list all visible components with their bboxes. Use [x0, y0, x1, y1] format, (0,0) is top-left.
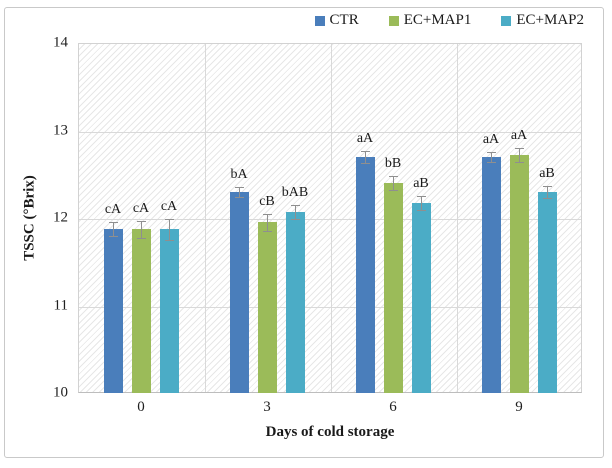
- error-bar-EC+MAP1-day0: [141, 220, 142, 239]
- gridline-x-3: [457, 44, 458, 392]
- bar-CTR-day3: [230, 191, 249, 393]
- xtick-3: 3: [263, 399, 271, 415]
- error-cap-top: [389, 176, 398, 177]
- error-cap-top: [165, 218, 174, 220]
- sig-label-CTR-day3: bA: [230, 166, 248, 182]
- sig-label-CTR-day0: cA: [104, 202, 122, 218]
- error-bar-EC+MAP2-day0: [169, 218, 170, 240]
- legend-label: EC+MAP1: [403, 12, 472, 28]
- legend-swatch-icon: [314, 15, 325, 26]
- sig-label-EC+MAP2-day6: aB: [413, 176, 429, 192]
- error-bar-EC+MAP2-day9: [547, 185, 548, 198]
- error-bar-EC+MAP1-day6: [393, 176, 394, 190]
- ytick-10: 10: [53, 384, 68, 401]
- legend-label: CTR: [329, 12, 359, 28]
- ytick-14: 14: [53, 34, 68, 51]
- bar-CTR-day0: [104, 229, 123, 393]
- error-cap-top: [235, 186, 244, 188]
- legend-item-EC+MAP1: EC+MAP1: [388, 12, 472, 29]
- sig-label-CTR-day9: aA: [482, 131, 500, 147]
- error-bar-EC+MAP2-day3: [295, 204, 296, 219]
- error-cap-bottom: [361, 162, 370, 164]
- error-cap-bottom: [165, 239, 174, 241]
- error-cap-bottom: [291, 218, 300, 220]
- sig-label-EC+MAP2-day0: cA: [160, 198, 178, 214]
- error-bar-CTR-day6: [365, 150, 366, 163]
- bar-EC+MAP1-day0: [132, 229, 151, 393]
- error-cap-top: [109, 222, 118, 224]
- bar-EC+MAP1-day9: [510, 155, 529, 393]
- bar-EC+MAP1-day6: [384, 183, 403, 393]
- error-cap-top: [417, 196, 426, 198]
- bar-CTR-day6: [356, 156, 375, 393]
- error-bar-EC+MAP2-day6: [421, 196, 422, 211]
- sig-label-EC+MAP1-day9: aA: [510, 128, 528, 143]
- bar-EC+MAP2-day6: [412, 203, 431, 393]
- bar-EC+MAP2-day3: [286, 211, 305, 393]
- error-cap-top: [137, 220, 146, 222]
- error-cap-bottom: [109, 236, 118, 238]
- sig-label-EC+MAP1-day6: bB: [384, 156, 402, 171]
- legend-swatch-icon: [388, 15, 399, 26]
- error-cap-top: [361, 150, 370, 152]
- plot-area: [78, 43, 582, 393]
- xtick-9: 9: [515, 399, 523, 415]
- bar-EC+MAP1-day3: [258, 222, 277, 393]
- error-cap-bottom: [487, 162, 496, 163]
- x-axis-title: Days of cold storage: [265, 424, 395, 440]
- error-cap-bottom: [389, 190, 398, 191]
- legend-item-CTR: CTR: [314, 12, 359, 29]
- sig-label-CTR-day6: aA: [356, 130, 374, 146]
- gridline-x-1: [205, 44, 206, 392]
- sig-label-EC+MAP2-day9: aB: [539, 165, 555, 181]
- error-bar-CTR-day0: [113, 222, 114, 237]
- error-cap-top: [487, 151, 496, 153]
- sig-label-EC+MAP1-day0: cA: [132, 200, 150, 216]
- ytick-11: 11: [53, 297, 68, 313]
- sig-label-EC+MAP1-day3: cB: [259, 193, 275, 209]
- ytick-13: 13: [53, 122, 68, 138]
- bar-EC+MAP2-day0: [160, 229, 179, 393]
- error-cap-bottom: [263, 231, 272, 233]
- error-cap-bottom: [137, 238, 146, 240]
- ytick-12: 12: [53, 209, 68, 226]
- error-bar-CTR-day9: [491, 151, 492, 162]
- legend-item-EC+MAP2: EC+MAP2: [501, 12, 584, 29]
- error-cap-bottom: [515, 162, 524, 163]
- error-cap-bottom: [543, 197, 552, 199]
- bar-CTR-day9: [482, 156, 501, 393]
- bar-EC+MAP2-day9: [538, 191, 557, 393]
- gridline-y-13: [79, 131, 581, 133]
- error-bar-CTR-day3: [239, 186, 240, 197]
- error-cap-top: [263, 213, 272, 215]
- legend-swatch-icon: [501, 15, 512, 26]
- gridline-y-12: [79, 219, 581, 220]
- gridline-y-11: [79, 306, 581, 308]
- error-cap-bottom: [417, 210, 426, 212]
- error-bar-EC+MAP1-day9: [519, 148, 520, 162]
- xtick-6: 6: [389, 399, 397, 415]
- error-cap-top: [291, 204, 300, 206]
- sig-label-EC+MAP2-day3: bAB: [281, 184, 309, 200]
- xtick-0: 0: [137, 399, 145, 415]
- chart-legend: CTR EC+MAP1 EC+MAP2: [314, 12, 584, 29]
- error-cap-top: [543, 185, 552, 187]
- error-bar-EC+MAP1-day3: [267, 213, 268, 232]
- error-cap-bottom: [235, 197, 244, 198]
- gridline-x-2: [331, 44, 332, 392]
- legend-label: EC+MAP2: [516, 12, 584, 28]
- error-cap-top: [515, 148, 524, 149]
